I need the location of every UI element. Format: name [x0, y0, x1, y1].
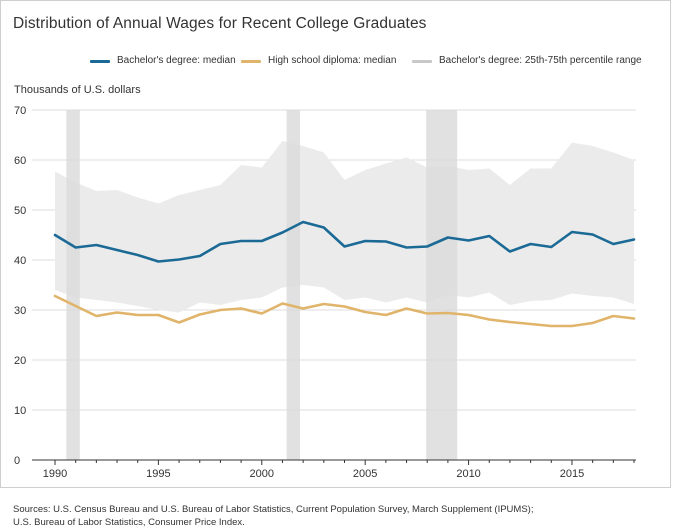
legend-label-bachelor-median: Bachelor's degree: median: [117, 55, 236, 66]
series-line-highschool-median: [53, 294, 636, 328]
legend-swatch-bachelor-median: [90, 60, 110, 63]
x-tick-label-2005: 2005: [353, 468, 377, 480]
y-tick-label-50: 50: [14, 205, 26, 217]
y-tick-label-10: 10: [14, 405, 26, 417]
x-tick-label-2015: 2015: [560, 468, 584, 480]
legend-label-highschool-median: High school diploma: median: [268, 55, 397, 66]
x-tick-label-2010: 2010: [456, 468, 480, 480]
legend-swatch-bachelor-range: [412, 60, 432, 63]
y-axis-unit-label: Thousands of U.S. dollars: [14, 84, 141, 96]
series-line-bachelor-median: [53, 220, 636, 263]
legend: Bachelor's degree: median High school di…: [0, 54, 671, 70]
y-tick-label-60: 60: [14, 155, 26, 167]
legend-swatch-highschool-median: [241, 60, 261, 63]
x-tick-label-1990: 1990: [43, 468, 67, 480]
percentile-range-band: [55, 141, 634, 313]
chart-plot: 0 10 20 30 40 50 60 70 1990 1995 2000 2005 2010 2015: [14, 105, 636, 480]
shaded-period-3: [426, 110, 458, 460]
shaded-period-2: [286, 110, 301, 460]
y-tick-label-30: 30: [14, 305, 26, 317]
sources-line-1: Sources: U.S. Census Bureau and U.S. Bur…: [13, 504, 534, 515]
y-tick-label-70: 70: [14, 105, 26, 117]
sources-line-2: U.S. Bureau of Labor Statistics, Consume…: [13, 517, 245, 528]
legend-label-bachelor-range: Bachelor's degree: 25th-75th percentile …: [439, 55, 642, 66]
y-tick-label-40: 40: [14, 255, 26, 267]
sources-note: Sources: U.S. Census Bureau and U.S. Bur…: [13, 503, 533, 529]
x-tick-label-2000: 2000: [250, 468, 274, 480]
x-tick-label-1995: 1995: [146, 468, 170, 480]
shaded-period-1: [66, 110, 80, 460]
y-tick-label-20: 20: [14, 355, 26, 367]
y-tick-label-0: 0: [14, 455, 20, 467]
chart-title: Distribution of Annual Wages for Recent …: [13, 15, 427, 32]
